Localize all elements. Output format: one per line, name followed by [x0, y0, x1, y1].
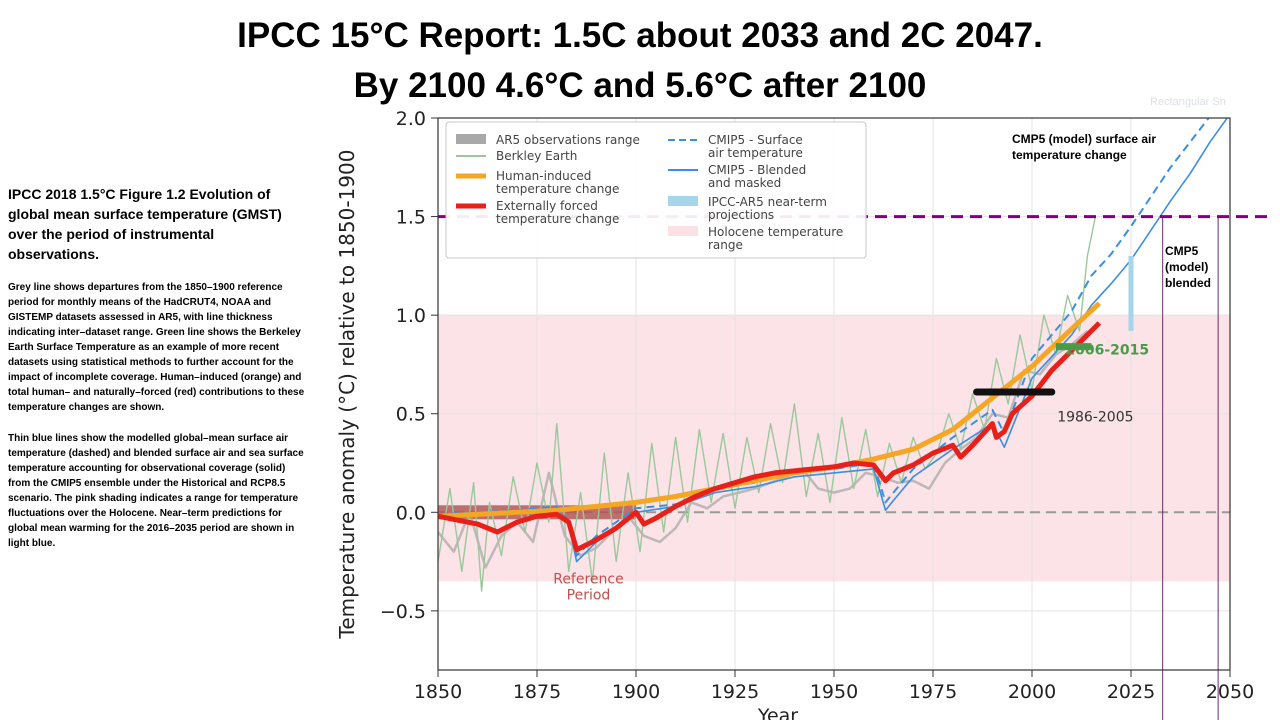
legend-swatch-holocene-temperature-range: [668, 226, 698, 236]
annotation-reference-period-line2: Period: [567, 587, 611, 603]
legend-label-holocene-temperature-range-1: range: [708, 238, 743, 252]
y-tick-label-3: 1.0: [396, 305, 426, 327]
series-ar5-observations-range: [438, 329, 1089, 569]
callout-blended: CMP5 (model) blended: [1165, 244, 1212, 290]
legend-label-cmip5-blended-and-masked-0: CMIP5 - Blended: [708, 163, 806, 177]
y-axis-label: Temperature anomaly (°C) relative to 185…: [335, 150, 359, 640]
legend-label-holocene-temperature-range-0: Holocene temperature: [708, 225, 843, 239]
legend-box: [445, 121, 867, 259]
caption-heading: IPCC 2018 1.5°C Figure 1.2 Evolution of …: [8, 186, 282, 262]
legend-label-berkley-earth-0: Berkley Earth: [496, 149, 577, 163]
x-axis-label: Year: [757, 705, 798, 720]
legend-label-cmip5-surface-air-temperature-0: CMIP5 - Surface: [708, 133, 803, 147]
callout-surface-air: CMP5 (model) surface air temperature cha…: [1012, 132, 1157, 162]
x-tick-label-2050: 2050: [1206, 681, 1254, 703]
x-tick-label-2000: 2000: [1008, 681, 1056, 703]
legend-label-ipcc-ar5-near-term-projections-0: IPCC-AR5 near-term: [708, 195, 827, 209]
legend-label-human-induced-temperature-change-1: temperature change: [496, 182, 619, 196]
legend-label-externally-forced-temperature-change-0: Externally forced: [496, 199, 598, 213]
x-tick-label-2025: 2025: [1107, 681, 1155, 703]
series-cmip5-blended-and-masked: [438, 118, 1229, 563]
x-tick-label-1950: 1950: [810, 681, 858, 703]
legend-label-ipcc-ar5-near-term-projections-1: projections: [708, 208, 774, 222]
y-tick-label-4: 1.5: [396, 207, 426, 229]
x-tick-label-1925: 1925: [711, 681, 759, 703]
legend-label-cmip5-surface-air-temperature-1: air temperature: [708, 146, 803, 160]
x-tick-label-1975: 1975: [909, 681, 957, 703]
caption-paragraph-1: Grey line shows departures from the 1850…: [8, 282, 305, 413]
x-tick-label-1875: 1875: [513, 681, 561, 703]
y-tick-label-1: 0.0: [396, 502, 426, 524]
series-externally-forced-temperature-change: [438, 321, 1102, 553]
figure-caption: IPCC 2018 1.5°C Figure 1.2 Evolution of …: [8, 184, 308, 567]
annotation-reference-period-line1: Reference: [553, 571, 624, 587]
y-tick-label-5: 2.0: [396, 108, 426, 130]
caption-paragraph-2: Thin blue lines show the modelled global…: [8, 433, 304, 549]
x-tick-label-1850: 1850: [414, 681, 462, 703]
series-cmip5-surface-air-temperature: [438, 118, 1210, 557]
legend-label-ar5-observations-range-0: AR5 observations range: [496, 133, 640, 147]
legend-label-human-induced-temperature-change-0: Human-induced: [496, 169, 591, 183]
annotation-2006-2015: 2006-2015: [1065, 343, 1149, 359]
legend-swatch-ar5-observations-range: [456, 134, 486, 144]
legend-label-externally-forced-temperature-change-1: temperature change: [496, 212, 619, 226]
annotation-1986-2005: 1986-2005: [1057, 410, 1133, 426]
watermark-text: Rectangular Sn: [1150, 96, 1226, 108]
title-line-1: IPCC 15°C Report: 1.5C about 2033 and 2C…: [237, 16, 1043, 55]
title-line-2: By 2100 4.6°C and 5.6°C after 2100: [353, 66, 927, 105]
legend-swatch-ipcc-ar5-near-term-projections: [668, 196, 698, 206]
legend-label-cmip5-blended-and-masked-1: and masked: [708, 176, 781, 190]
y-tick-label-2: 0.5: [396, 404, 426, 426]
x-tick-label-1900: 1900: [612, 681, 660, 703]
y-tick-label-0: −0.5: [380, 601, 426, 623]
temperature-anomaly-chart: 1850 1875 1900 1925 1950 1975 2000 2025 2050 −0.5…: [335, 108, 1270, 720]
